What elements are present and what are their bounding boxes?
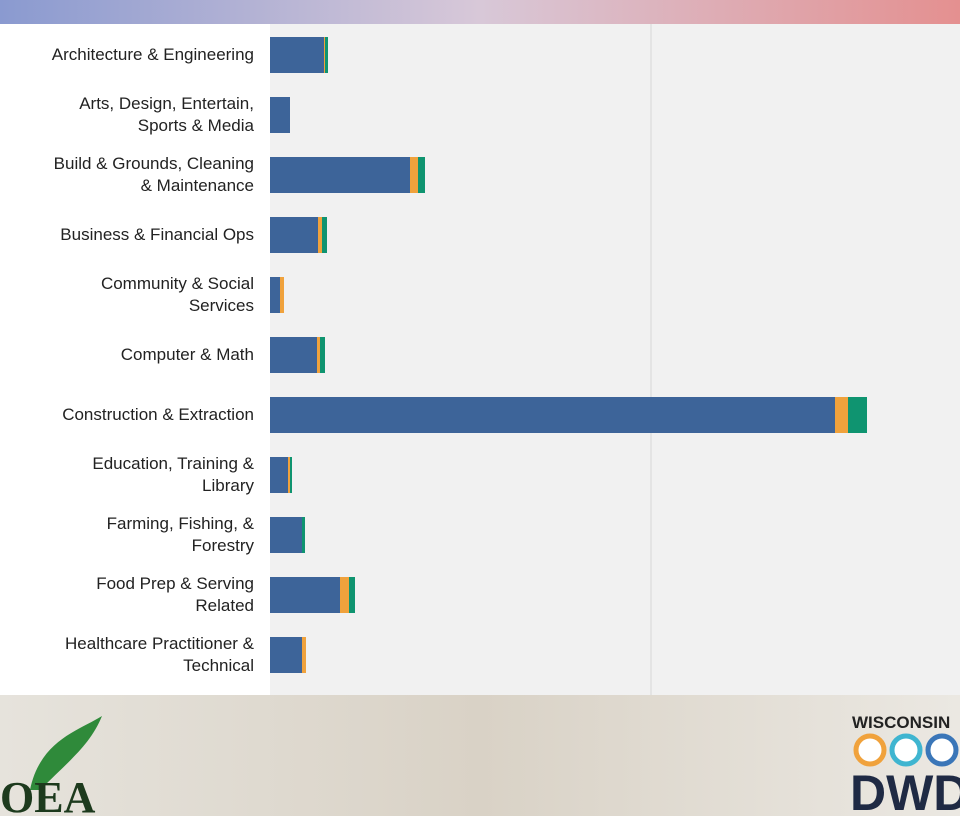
bar-segment (270, 457, 288, 493)
category-label: Healthcare Practitioner & Technical (65, 634, 254, 675)
logo-right-top: WISCONSIN (852, 713, 950, 732)
category-label: Food Prep & Serving Related (96, 574, 254, 615)
bar-segment (270, 37, 324, 73)
plot-area (270, 24, 960, 695)
bar-segment (349, 577, 355, 613)
bar-segment (848, 397, 867, 433)
bar-segment (418, 157, 425, 193)
bar-segment (270, 157, 410, 193)
footer-bg (0, 695, 960, 816)
bar-segment (270, 337, 317, 373)
bar-segment (270, 517, 302, 553)
bar-segment (320, 337, 325, 373)
bar-segment (290, 457, 292, 493)
bar-segment (280, 277, 284, 313)
bar-segment (410, 157, 418, 193)
bar-segment (340, 577, 349, 613)
bar-segment (322, 217, 327, 253)
bar-segment (270, 637, 302, 673)
bar-segment (325, 37, 328, 73)
category-label: Build & Grounds, Cleaning & Maintenance (53, 154, 254, 195)
bar-segment (270, 97, 290, 133)
category-label: Computer & Math (120, 345, 254, 364)
logo-circle (853, 733, 887, 767)
bar-segment (324, 37, 325, 73)
bar-segment (318, 217, 322, 253)
category-label: Farming, Fishing, & Forestry (106, 514, 254, 555)
banner (0, 0, 960, 24)
category-label: Business & Financial Ops (60, 225, 254, 244)
bar-segment (270, 277, 280, 313)
category-label: Construction & Extraction (62, 405, 254, 424)
bar-segment (302, 517, 305, 553)
category-label: Architecture & Engineering (51, 45, 254, 64)
bar-segment (270, 397, 835, 433)
bar-segment (302, 637, 306, 673)
bar-segment (270, 577, 340, 613)
bar-segment (317, 337, 320, 373)
logo-right-main: DWD (850, 765, 960, 816)
logo-left: OEA (0, 773, 96, 816)
bar-segment (835, 397, 848, 433)
bar-segment (270, 217, 318, 253)
bar-segment (288, 457, 290, 493)
logo-circle (925, 733, 959, 767)
category-label: Community & Social Services (100, 274, 254, 315)
category-label: Education, Training & Library (92, 454, 254, 495)
category-label: Arts, Design, Entertain, Sports & Media (79, 94, 254, 135)
logo-leaf (30, 716, 102, 790)
logo-circle (889, 733, 923, 767)
